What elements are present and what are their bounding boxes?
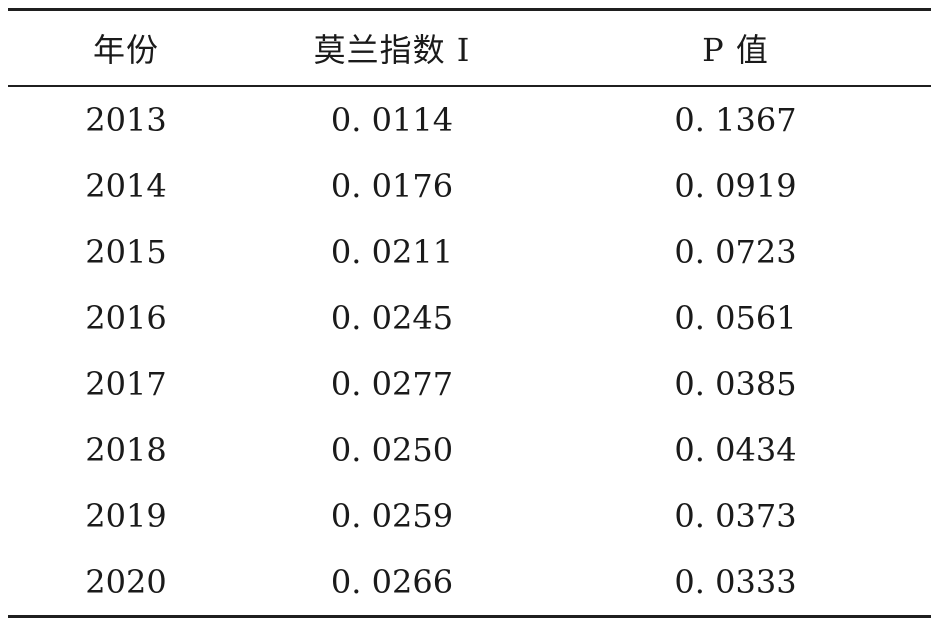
cell-moran-index: 0. 0114: [330, 101, 454, 139]
table-row: 2017 0. 0277 0. 0385: [8, 351, 931, 417]
cell-year: 2018: [85, 431, 167, 469]
cell-p-value: 0. 1367: [674, 101, 797, 139]
header-moran-index: 莫兰指数 I: [313, 31, 471, 69]
cell-p-value: 0. 0373: [674, 497, 797, 535]
cell-year: 2015: [85, 233, 167, 271]
cell-moran-index: 0. 0259: [330, 497, 454, 535]
cell-year: 2013: [85, 101, 167, 139]
cell-year: 2019: [85, 497, 167, 535]
cell-p-value: 0. 0333: [674, 563, 797, 601]
cell-moran-index: 0. 0245: [330, 299, 454, 337]
cell-year: 2016: [85, 299, 167, 337]
table-row: 2014 0. 0176 0. 0919: [8, 153, 931, 219]
cell-moran-index: 0. 0250: [330, 431, 454, 469]
cell-p-value: 0. 0385: [674, 365, 797, 403]
cell-year: 2014: [85, 167, 167, 205]
table-row: 2013 0. 0114 0. 1367: [8, 86, 931, 153]
cell-moran-index: 0. 0277: [330, 365, 454, 403]
cell-p-value: 0. 0919: [674, 167, 797, 205]
table-row: 2019 0. 0259 0. 0373: [8, 483, 931, 549]
table-row: 2015 0. 0211 0. 0723: [8, 219, 931, 285]
cell-p-value: 0. 0434: [674, 431, 797, 469]
table-row: 2016 0. 0245 0. 0561: [8, 285, 931, 351]
table-row: 2020 0. 0266 0. 0333: [8, 549, 931, 617]
moran-table-container: 年份 莫兰指数 I P 值 2013 0. 0114 0. 1367 2014 …: [8, 8, 931, 618]
cell-moran-index: 0. 0176: [330, 167, 454, 205]
cell-moran-index: 0. 0211: [330, 233, 454, 271]
moran-index-table: 年份 莫兰指数 I P 值 2013 0. 0114 0. 1367 2014 …: [8, 8, 931, 618]
header-year: 年份: [92, 31, 159, 69]
cell-year: 2017: [85, 365, 167, 403]
table-row: 2018 0. 0250 0. 0434: [8, 417, 931, 483]
cell-p-value: 0. 0561: [674, 299, 797, 337]
cell-p-value: 0. 0723: [674, 233, 797, 271]
header-p-value: P 值: [702, 31, 769, 69]
table-header-row: 年份 莫兰指数 I P 值: [8, 9, 931, 86]
cell-moran-index: 0. 0266: [330, 563, 454, 601]
cell-year: 2020: [85, 563, 167, 601]
